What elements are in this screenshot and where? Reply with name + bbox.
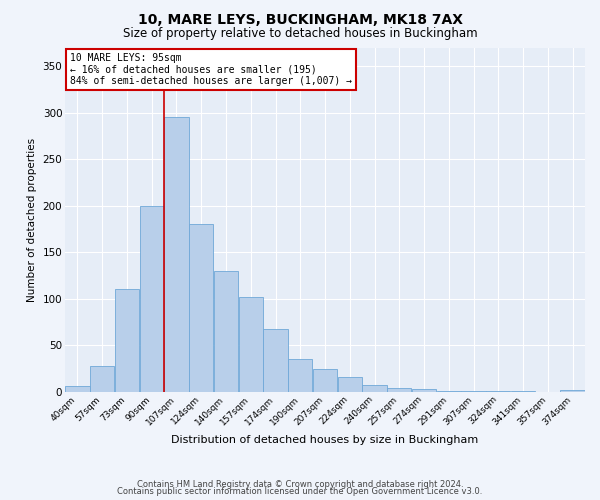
Bar bbox=[90, 366, 115, 392]
Bar bbox=[288, 359, 313, 392]
Bar bbox=[437, 391, 461, 392]
Bar bbox=[511, 391, 535, 392]
Bar bbox=[140, 206, 164, 392]
Text: Contains HM Land Registry data © Crown copyright and database right 2024.: Contains HM Land Registry data © Crown c… bbox=[137, 480, 463, 489]
Y-axis label: Number of detached properties: Number of detached properties bbox=[27, 138, 37, 302]
Bar bbox=[362, 386, 386, 392]
Text: 10, MARE LEYS, BUCKINGHAM, MK18 7AX: 10, MARE LEYS, BUCKINGHAM, MK18 7AX bbox=[137, 12, 463, 26]
Bar bbox=[313, 368, 337, 392]
Bar bbox=[560, 390, 585, 392]
Text: Size of property relative to detached houses in Buckingham: Size of property relative to detached ho… bbox=[122, 28, 478, 40]
Bar bbox=[412, 389, 436, 392]
Bar bbox=[338, 377, 362, 392]
Bar bbox=[387, 388, 412, 392]
Bar bbox=[239, 297, 263, 392]
Bar bbox=[461, 391, 486, 392]
Bar bbox=[164, 118, 188, 392]
X-axis label: Distribution of detached houses by size in Buckingham: Distribution of detached houses by size … bbox=[172, 435, 479, 445]
Bar bbox=[115, 290, 139, 392]
Bar bbox=[65, 386, 89, 392]
Bar bbox=[263, 328, 287, 392]
Text: Contains public sector information licensed under the Open Government Licence v3: Contains public sector information licen… bbox=[118, 488, 482, 496]
Bar bbox=[214, 271, 238, 392]
Bar bbox=[189, 224, 214, 392]
Text: 10 MARE LEYS: 95sqm
← 16% of detached houses are smaller (195)
84% of semi-detac: 10 MARE LEYS: 95sqm ← 16% of detached ho… bbox=[70, 52, 352, 86]
Bar bbox=[486, 391, 511, 392]
